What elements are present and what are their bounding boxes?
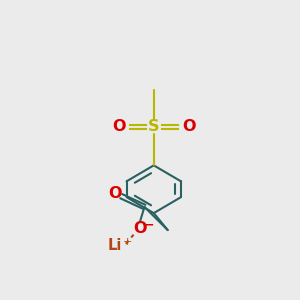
- Text: O: O: [112, 119, 126, 134]
- Text: −: −: [144, 219, 154, 232]
- Text: S: S: [148, 119, 160, 134]
- Text: O: O: [133, 221, 147, 236]
- Text: O: O: [108, 186, 122, 201]
- Text: Li: Li: [108, 238, 122, 253]
- Text: +: +: [123, 237, 132, 247]
- Text: O: O: [182, 119, 195, 134]
